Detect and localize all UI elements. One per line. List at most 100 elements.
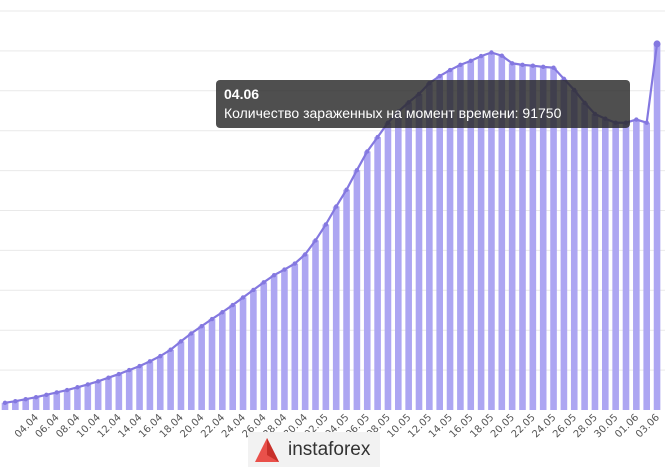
bar[interactable] bbox=[498, 55, 506, 411]
bar[interactable] bbox=[167, 349, 174, 410]
bar[interactable] bbox=[343, 189, 350, 410]
data-point[interactable] bbox=[644, 120, 649, 125]
data-point[interactable] bbox=[489, 50, 494, 55]
bar[interactable] bbox=[653, 43, 661, 410]
bar[interactable] bbox=[591, 113, 599, 410]
bar[interactable] bbox=[539, 66, 547, 411]
bar[interactable] bbox=[643, 122, 650, 410]
data-point[interactable] bbox=[271, 272, 277, 278]
data-point[interactable] bbox=[85, 382, 91, 387]
bar[interactable] bbox=[156, 356, 164, 410]
bar[interactable] bbox=[74, 387, 81, 410]
bar[interactable] bbox=[301, 254, 309, 410]
bar[interactable] bbox=[322, 224, 330, 410]
bar[interactable] bbox=[105, 377, 112, 410]
data-point[interactable] bbox=[541, 64, 546, 70]
data-point[interactable] bbox=[75, 385, 80, 390]
bar[interactable] bbox=[477, 56, 485, 410]
bar[interactable] bbox=[467, 60, 475, 410]
bar[interactable] bbox=[22, 399, 29, 410]
data-point[interactable] bbox=[199, 324, 204, 329]
bar[interactable] bbox=[633, 119, 640, 410]
data-point[interactable] bbox=[561, 76, 567, 82]
data-point[interactable] bbox=[95, 379, 101, 384]
data-point[interactable] bbox=[240, 295, 246, 300]
bar[interactable] bbox=[436, 76, 443, 411]
data-point[interactable] bbox=[520, 62, 525, 68]
data-point[interactable] bbox=[354, 168, 360, 173]
bar[interactable] bbox=[12, 401, 19, 410]
data-point[interactable] bbox=[292, 261, 297, 266]
bar[interactable] bbox=[291, 263, 299, 410]
bar[interactable] bbox=[426, 83, 433, 411]
bar[interactable] bbox=[332, 206, 340, 410]
data-point[interactable] bbox=[2, 400, 8, 406]
bar[interactable] bbox=[602, 118, 609, 410]
data-point[interactable] bbox=[344, 187, 349, 192]
bar[interactable] bbox=[136, 366, 143, 410]
bar[interactable] bbox=[146, 361, 154, 410]
data-point[interactable] bbox=[551, 65, 556, 70]
bar[interactable] bbox=[1, 402, 9, 410]
bar[interactable] bbox=[395, 111, 402, 410]
data-point[interactable] bbox=[209, 316, 215, 322]
bar[interactable] bbox=[622, 122, 630, 410]
data-point[interactable] bbox=[33, 395, 39, 400]
bar[interactable] bbox=[198, 326, 205, 410]
bar[interactable] bbox=[250, 289, 257, 410]
bar[interactable] bbox=[415, 93, 423, 410]
bar[interactable] bbox=[219, 312, 226, 410]
data-point[interactable] bbox=[220, 310, 225, 315]
data-point[interactable] bbox=[13, 399, 18, 404]
bar[interactable] bbox=[125, 370, 133, 410]
bar[interactable] bbox=[457, 64, 464, 411]
data-point[interactable] bbox=[458, 62, 463, 68]
bar[interactable] bbox=[53, 392, 61, 410]
bar[interactable] bbox=[405, 102, 412, 410]
data-point[interactable] bbox=[302, 252, 308, 257]
data-point[interactable] bbox=[251, 287, 256, 293]
data-point[interactable] bbox=[530, 63, 536, 68]
data-point[interactable] bbox=[468, 58, 473, 64]
data-point[interactable] bbox=[54, 390, 59, 395]
data-point[interactable] bbox=[323, 222, 329, 227]
data-point[interactable] bbox=[282, 267, 287, 272]
data-point[interactable] bbox=[64, 387, 70, 393]
bar[interactable] bbox=[115, 374, 123, 410]
data-point[interactable] bbox=[334, 204, 339, 209]
data-point[interactable] bbox=[447, 67, 453, 73]
bar[interactable] bbox=[560, 78, 568, 410]
data-point[interactable] bbox=[634, 117, 639, 122]
bar[interactable] bbox=[488, 52, 495, 410]
bar[interactable] bbox=[281, 269, 288, 410]
bar[interactable] bbox=[529, 65, 537, 411]
data-point[interactable] bbox=[437, 73, 442, 79]
bar[interactable] bbox=[384, 122, 392, 410]
bar[interactable] bbox=[94, 381, 102, 410]
data-point[interactable] bbox=[230, 302, 235, 308]
data-point[interactable] bbox=[478, 53, 484, 59]
bar[interactable] bbox=[446, 70, 454, 410]
bar[interactable] bbox=[581, 102, 588, 411]
data-point[interactable] bbox=[375, 134, 380, 140]
bar[interactable] bbox=[84, 384, 92, 410]
bar[interactable] bbox=[312, 240, 319, 410]
bar[interactable] bbox=[374, 137, 381, 411]
bar[interactable] bbox=[32, 397, 40, 410]
data-point[interactable] bbox=[653, 40, 661, 48]
data-point[interactable] bbox=[189, 331, 194, 336]
bar[interactable] bbox=[570, 90, 578, 410]
bar[interactable] bbox=[63, 390, 71, 410]
bar[interactable] bbox=[508, 63, 516, 410]
data-point[interactable] bbox=[365, 149, 370, 154]
bar[interactable] bbox=[239, 297, 247, 410]
bar[interactable] bbox=[208, 319, 216, 410]
data-point[interactable] bbox=[158, 353, 163, 359]
data-point[interactable] bbox=[499, 53, 504, 58]
data-point[interactable] bbox=[23, 397, 28, 402]
bar[interactable] bbox=[550, 67, 557, 411]
data-point[interactable] bbox=[313, 238, 318, 243]
bar[interactable] bbox=[363, 151, 371, 410]
data-point[interactable] bbox=[116, 371, 122, 377]
data-point[interactable] bbox=[44, 392, 49, 398]
